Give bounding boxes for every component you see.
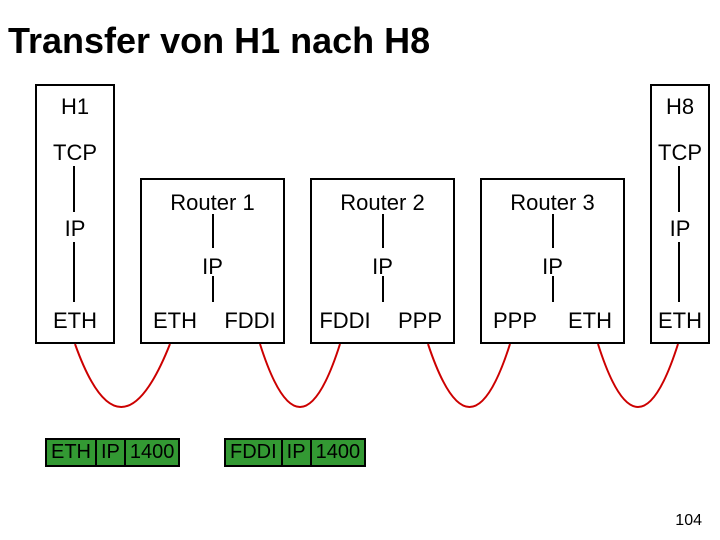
page-number: 104 [675, 512, 702, 530]
connector-line [678, 242, 680, 302]
router-2-title: Router 2 [310, 190, 455, 216]
host-h8-eth: ETH [650, 308, 710, 334]
router-3-left: PPP [480, 308, 550, 334]
network-link-curve [75, 344, 170, 407]
connector-line [212, 214, 214, 248]
host-h8-title: H8 [650, 94, 710, 120]
packet-field: FDDI [224, 438, 283, 467]
network-link-curve [428, 344, 510, 407]
packet-field: IP [283, 438, 312, 467]
connector-line [552, 214, 554, 248]
host-h1-box [35, 84, 115, 344]
host-h8-ip: IP [650, 216, 710, 242]
router-1-left: ETH [140, 308, 210, 334]
packet-field: IP [97, 438, 126, 467]
host-h1-ip: IP [35, 216, 115, 242]
network-link-curve [598, 344, 678, 407]
packet-diagram: FDDIIP1400 [224, 438, 366, 467]
connector-line [678, 166, 680, 212]
packet-diagram: ETHIP1400 [45, 438, 180, 467]
connector-line [73, 242, 75, 302]
network-link-curve [260, 344, 340, 407]
host-h1-tcp: TCP [35, 140, 115, 166]
connector-line [382, 214, 384, 248]
connector-line [552, 276, 554, 302]
connector-line [73, 166, 75, 212]
packet-field: 1400 [312, 438, 367, 467]
connector-line [212, 276, 214, 302]
packet-field: 1400 [126, 438, 181, 467]
router-3-right: ETH [555, 308, 625, 334]
host-h8-box [650, 84, 710, 344]
router-1-title: Router 1 [140, 190, 285, 216]
router-2-left: FDDI [310, 308, 380, 334]
host-h1-title: H1 [35, 94, 115, 120]
router-1-right: FDDI [215, 308, 285, 334]
host-h8-tcp: TCP [650, 140, 710, 166]
router-3-title: Router 3 [480, 190, 625, 216]
router-2-right: PPP [385, 308, 455, 334]
packet-field: ETH [45, 438, 97, 467]
connector-line [382, 276, 384, 302]
slide-title: Transfer von H1 nach H8 [8, 20, 430, 62]
host-h1-eth: ETH [35, 308, 115, 334]
